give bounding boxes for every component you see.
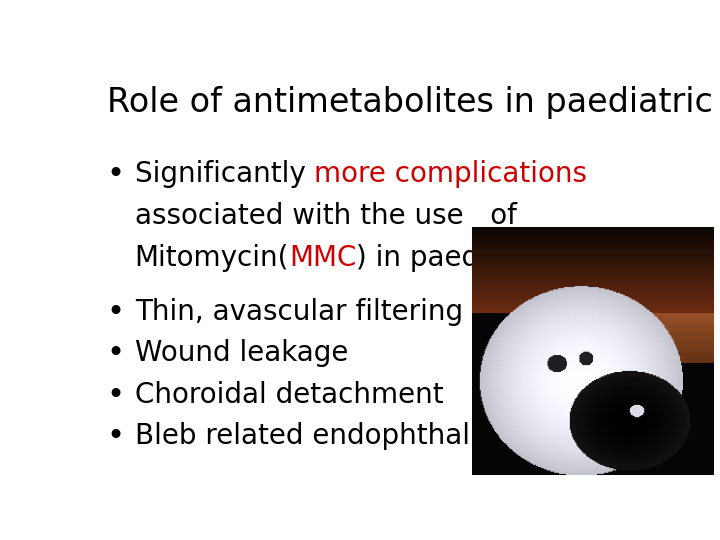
Text: Significantly: Significantly [135, 160, 314, 188]
Text: more complications: more complications [314, 160, 588, 188]
Text: •: • [107, 381, 125, 410]
Text: •: • [107, 339, 125, 368]
Text: •: • [107, 422, 125, 451]
Text: ) in paediatric glaucomas: ) in paediatric glaucomas [356, 244, 709, 272]
Text: •: • [107, 160, 125, 190]
Text: MMC: MMC [289, 244, 356, 272]
Text: 37: 37 [612, 457, 631, 472]
Text: Wound leakage: Wound leakage [135, 339, 348, 367]
Text: Bleb related endophthalmitis: Bleb related endophthalmitis [135, 422, 538, 450]
Text: Choroidal detachment: Choroidal detachment [135, 381, 444, 409]
Text: Role of antimetabolites in paediatric glaucoma: Role of antimetabolites in paediatric gl… [107, 85, 720, 119]
Text: Mitomycin(: Mitomycin( [135, 244, 289, 272]
Text: associated with the use   of: associated with the use of [135, 202, 516, 230]
Text: Thin, avascular filtering bleb: Thin, avascular filtering bleb [135, 298, 531, 326]
Text: •: • [107, 298, 125, 327]
